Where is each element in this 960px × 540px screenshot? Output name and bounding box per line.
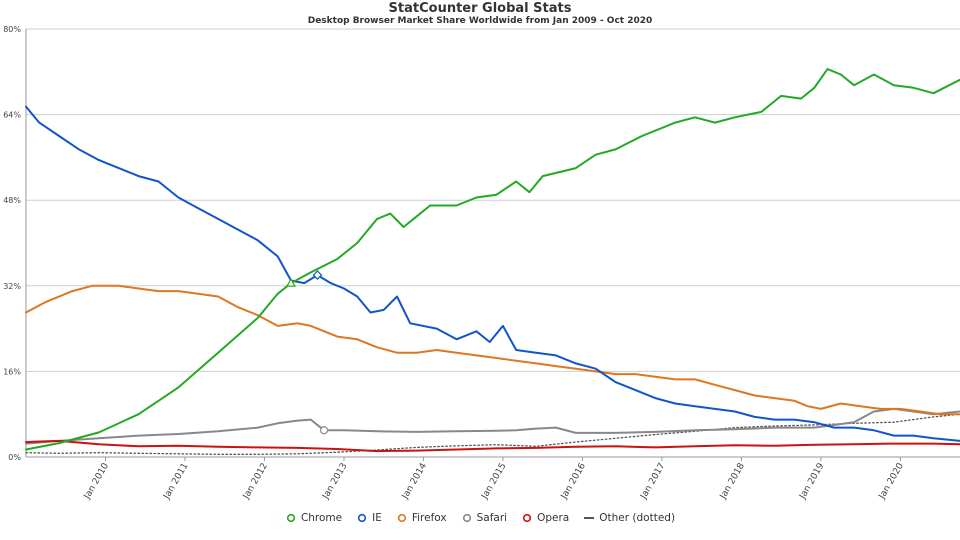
legend-item-chrome[interactable]: Chrome: [285, 512, 342, 524]
x-tick-label: Jan 2012: [241, 462, 270, 502]
legend-swatch: [522, 513, 532, 523]
legend-item-firefox[interactable]: Firefox: [396, 512, 447, 524]
x-tick-label: Jan 2010: [82, 461, 111, 501]
legend-swatch: [584, 517, 595, 519]
y-tick-label: 80%: [3, 25, 21, 34]
series-line-chrome: [25, 68, 960, 451]
legend-item-ie[interactable]: IE: [356, 512, 382, 524]
legend-item-opera[interactable]: Opera: [521, 512, 569, 524]
chart-subtitle: Desktop Browser Market Share Worldwide f…: [307, 16, 653, 26]
series-line-firefox: [25, 284, 960, 416]
legend-label: Safari: [476, 512, 508, 524]
x-tick-label: Jan 2013: [321, 462, 350, 502]
legend-label: Other (dotted): [599, 512, 676, 524]
chrome-marker: [285, 277, 296, 287]
series-line-safari: [25, 407, 960, 445]
series-line-opera: [25, 439, 960, 453]
legend-label: IE: [372, 512, 382, 524]
y-tick-label: 32%: [3, 282, 21, 291]
legend-swatch: [462, 513, 471, 523]
y-tick-label: 48%: [3, 196, 21, 205]
y-tick-label: 64%: [3, 111, 21, 120]
x-tick-label: Jan 2011: [162, 462, 191, 502]
x-tick-label: Jan 2020: [877, 461, 906, 501]
x-tick-label: Jan 2014: [400, 461, 429, 501]
series-line-ie: [25, 105, 960, 442]
x-tick-label: Jan 2017: [639, 462, 668, 502]
y-tick-label: 0%: [8, 453, 21, 462]
safari-marker: [319, 426, 329, 435]
x-tick-label: Jan 2018: [718, 461, 747, 501]
legend-item-safari[interactable]: Safari: [461, 512, 507, 524]
legend-label: Chrome: [300, 512, 343, 524]
legend-label: Opera: [537, 512, 570, 524]
legend-swatch: [286, 513, 296, 523]
y-tick-label: 16%: [3, 367, 21, 376]
x-tick-label: Jan 2019: [798, 461, 827, 501]
x-tick-label: Jan 2015: [480, 462, 509, 502]
chart-legend: Chrome IE Firefox Safari Opera Other (dotted): [0, 512, 960, 524]
ie-marker: [312, 270, 323, 280]
legend-label: Firefox: [411, 512, 447, 524]
x-tick-label: Jan 2016: [559, 461, 588, 501]
chart-title: StatCounter Global Stats: [388, 1, 572, 16]
legend-swatch: [397, 513, 406, 523]
series-line-other-dotted: [25, 413, 960, 455]
legend-item-other-dotted[interactable]: Other (dotted): [583, 512, 675, 524]
legend-swatch: [358, 513, 367, 523]
